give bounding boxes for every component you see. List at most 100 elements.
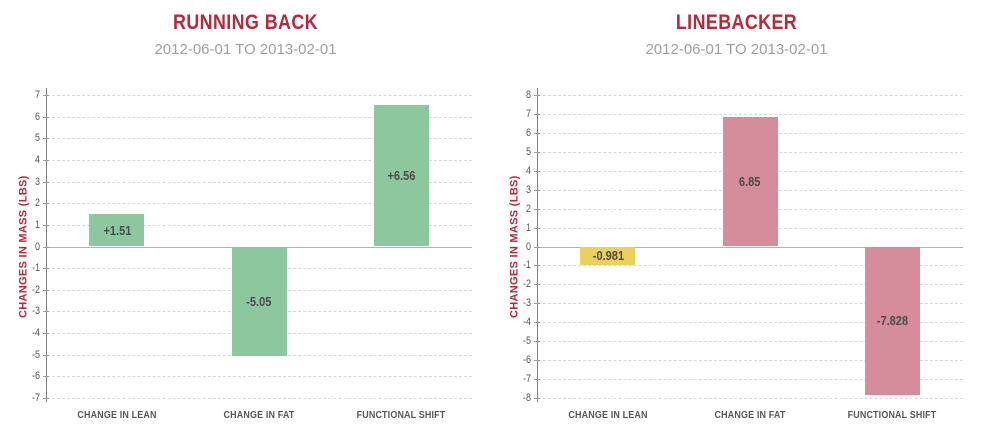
y-tick-label: -1 bbox=[31, 262, 40, 275]
gridline bbox=[538, 95, 963, 96]
bar-value-label: +6.56 bbox=[387, 168, 415, 183]
y-tick-mark bbox=[43, 376, 49, 378]
bar-change-in-fat: -5.05 bbox=[231, 246, 287, 356]
bar-value-label: 6.85 bbox=[739, 174, 761, 190]
y-tick-label: -8 bbox=[522, 392, 531, 404]
gridline bbox=[538, 265, 963, 267]
bar-value-label: +1.51 bbox=[102, 222, 131, 238]
y-tick-label: 6 bbox=[525, 126, 531, 139]
y-tick-mark bbox=[534, 170, 540, 172]
y-tick-label: -7 bbox=[522, 373, 531, 386]
gridline bbox=[538, 303, 963, 305]
plot-area: 8 7 6 5 4 3 2 1 0 -1 -2 -3 -4 -5 -6 -7 -8 -0.981 CHANGE IN… bbox=[523, 88, 963, 421]
y-tick-mark bbox=[534, 208, 540, 210]
bar-value-label: -0.981 bbox=[592, 248, 624, 264]
x-category-label: CHANGE IN LEAN bbox=[77, 409, 157, 421]
x-category-label: CHANGE IN FAT bbox=[223, 409, 295, 421]
y-tick-label: 4 bbox=[34, 153, 40, 166]
gridline bbox=[538, 398, 963, 399]
y-tick-mark bbox=[43, 181, 49, 183]
y-tick-label: -5 bbox=[31, 348, 40, 361]
gridline bbox=[47, 203, 472, 205]
y-tick-mark bbox=[43, 289, 49, 291]
y-tick-label: 0 bbox=[34, 240, 40, 253]
x-category-label: FUNCTIONAL SHIFT bbox=[356, 409, 446, 421]
y-tick-mark bbox=[43, 246, 49, 248]
y-tick-label: 6 bbox=[34, 110, 40, 123]
zero-axis-line bbox=[538, 246, 963, 248]
x-category-label: CHANGE IN FAT bbox=[714, 409, 786, 421]
y-tick-label: 0 bbox=[525, 240, 531, 253]
bar-change-in-fat: 6.85 bbox=[722, 116, 778, 247]
y-tick-label: 2 bbox=[525, 202, 531, 215]
bar-change-in-lean: -0.981 bbox=[580, 246, 636, 266]
y-tick-mark bbox=[43, 203, 49, 205]
y-tick-mark bbox=[534, 132, 540, 134]
gridline bbox=[47, 159, 472, 161]
y-tick-label: -7 bbox=[31, 392, 40, 404]
y-tick-label: 1 bbox=[34, 218, 40, 231]
y-tick-label: 7 bbox=[34, 89, 40, 101]
y-tick-label: -3 bbox=[31, 305, 40, 318]
gridline bbox=[538, 322, 963, 324]
bar-change-in-lean: +1.51 bbox=[89, 213, 145, 247]
y-tick-mark bbox=[534, 227, 540, 229]
gridline bbox=[538, 113, 963, 115]
gridline bbox=[47, 181, 472, 183]
bar-functional-shift: +6.56 bbox=[373, 104, 429, 247]
x-category-label: CHANGE IN LEAN bbox=[568, 409, 648, 421]
gridline bbox=[538, 341, 963, 343]
y-tick-label: -2 bbox=[522, 278, 531, 291]
y-tick-mark bbox=[534, 151, 540, 153]
y-tick-mark bbox=[43, 159, 49, 161]
chart-title: RUNNING BACK bbox=[173, 11, 318, 34]
plot-area: 7 6 5 4 3 2 1 0 -1 -2 -3 -4 -5 -6 -7 +1.51 CHANGE IN LEA… bbox=[32, 88, 472, 421]
x-category-label: FUNCTIONAL SHIFT bbox=[847, 409, 937, 421]
y-tick-label: 3 bbox=[34, 175, 40, 188]
y-tick-label: 5 bbox=[34, 132, 40, 145]
y-tick-label: -1 bbox=[522, 259, 531, 272]
y-tick-label: 3 bbox=[525, 183, 531, 196]
y-tick-mark bbox=[43, 333, 49, 335]
y-tick-mark bbox=[43, 95, 49, 96]
gridline bbox=[47, 376, 472, 378]
y-tick-mark bbox=[534, 341, 540, 343]
y-tick-label: -6 bbox=[31, 370, 40, 383]
y-tick-mark bbox=[534, 265, 540, 267]
y-tick-mark bbox=[534, 322, 540, 324]
y-tick-mark bbox=[534, 379, 540, 381]
y-tick-mark bbox=[43, 311, 49, 313]
y-tick-label: -5 bbox=[522, 335, 531, 348]
y-tick-mark bbox=[43, 354, 49, 356]
y-tick-label: 8 bbox=[525, 89, 531, 101]
y-tick-mark bbox=[43, 398, 49, 399]
gridline bbox=[47, 224, 472, 226]
y-tick-mark bbox=[534, 95, 540, 96]
chart-panel-linebacker: LINEBACKER 2012-06-01 TO 2013-02-01 CHAN… bbox=[491, 0, 982, 444]
chart-subtitle: 2012-06-01 TO 2013-02-01 bbox=[154, 41, 337, 58]
y-tick-label: -6 bbox=[522, 354, 531, 367]
y-tick-mark bbox=[534, 360, 540, 362]
y-axis-spine bbox=[537, 88, 538, 402]
y-tick-label: 7 bbox=[525, 107, 531, 120]
y-tick-mark bbox=[534, 398, 540, 399]
y-tick-mark bbox=[534, 284, 540, 286]
gridline bbox=[47, 95, 472, 96]
y-tick-mark bbox=[534, 189, 540, 191]
y-tick-mark bbox=[534, 113, 540, 115]
y-tick-label: -3 bbox=[522, 297, 531, 310]
y-tick-label: -4 bbox=[31, 327, 40, 340]
y-tick-mark bbox=[43, 224, 49, 226]
y-tick-mark bbox=[43, 116, 49, 118]
chart-panel-running-back: RUNNING BACK 2012-06-01 TO 2013-02-01 CH… bbox=[18, 11, 472, 421]
y-tick-label: 5 bbox=[525, 145, 531, 158]
y-tick-mark bbox=[43, 268, 49, 270]
chart-subtitle: 2012-06-01 TO 2013-02-01 bbox=[645, 41, 828, 58]
y-tick-label: -2 bbox=[31, 283, 40, 296]
bar-value-label: -7.828 bbox=[876, 313, 908, 329]
bar-functional-shift: -7.828 bbox=[864, 246, 920, 395]
gridline bbox=[538, 379, 963, 381]
gridline bbox=[47, 398, 472, 399]
y-tick-label: 1 bbox=[525, 221, 531, 234]
